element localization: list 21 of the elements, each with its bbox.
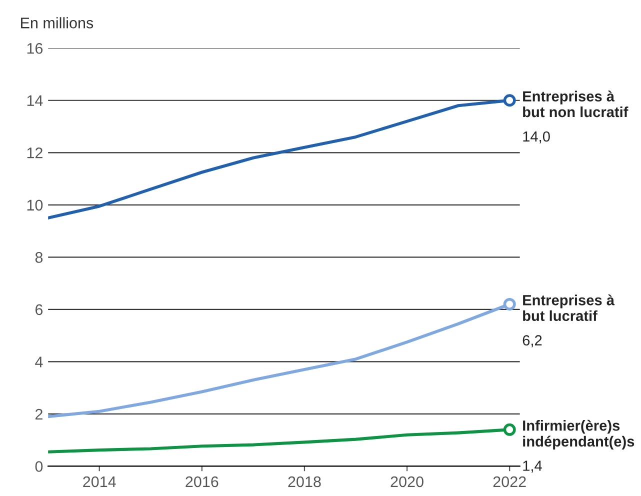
y-tick-label: 14 bbox=[27, 95, 43, 106]
x-tick-label: 2020 bbox=[390, 476, 424, 488]
series-label: Entreprises à but lucratif bbox=[523, 294, 615, 322]
y-tick-label: 6 bbox=[35, 304, 43, 316]
y-tick-label: 0 bbox=[35, 461, 43, 472]
y-tick-label: 4 bbox=[35, 356, 43, 368]
x-tick-label: 2022 bbox=[493, 476, 526, 488]
y-tick-label: 8 bbox=[35, 252, 43, 263]
x-tick-label: 2014 bbox=[83, 476, 116, 488]
series-label: Infirmier(ère)s indépendant(e)s bbox=[523, 420, 634, 450]
x-tick-label: 2016 bbox=[186, 476, 218, 488]
y-tick-label: 12 bbox=[27, 148, 42, 158]
y-tick-label: 16 bbox=[27, 42, 43, 54]
y-axis-title: En millions bbox=[21, 17, 94, 28]
data-label: 14,0 bbox=[523, 131, 550, 144]
data-label: 1,4 bbox=[523, 460, 542, 473]
y-tick-label: 10 bbox=[27, 200, 43, 211]
data-label: 6,2 bbox=[522, 335, 542, 348]
y-tick-label: 2 bbox=[35, 408, 42, 420]
x-tick-label: 2018 bbox=[288, 476, 321, 488]
series-label: Entreprises à but non lucratif bbox=[523, 90, 628, 118]
